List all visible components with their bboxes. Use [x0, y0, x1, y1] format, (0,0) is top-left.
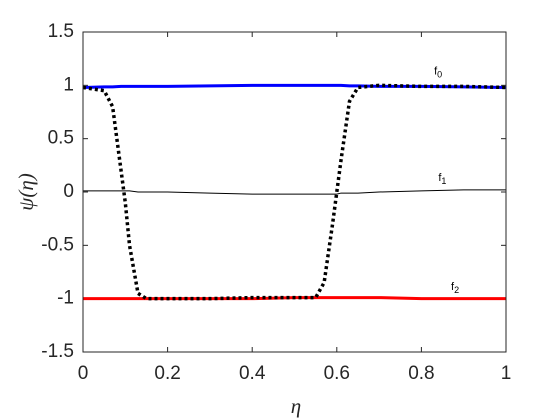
x-axis-label: η	[291, 394, 301, 418]
x-tick-label: 0.4	[239, 363, 266, 384]
y-tick-label: 1.5	[48, 21, 74, 42]
annotation: f0	[434, 65, 442, 79]
y-tick-label: 1	[63, 74, 74, 95]
annotation: f1	[438, 172, 446, 186]
x-tick-label: 1	[501, 363, 512, 384]
annotation-text: f	[451, 281, 455, 293]
annotation-subscript: 0	[437, 70, 442, 80]
y-tick-label: -0.5	[41, 234, 74, 255]
annotation: f2	[451, 281, 459, 295]
y-tick-label: 0	[63, 181, 74, 202]
y-tick-label: 0.5	[48, 128, 74, 149]
x-tick-label: 0.2	[154, 363, 180, 384]
annotation-text: f	[434, 65, 438, 77]
y-axis-label: ψ(η)	[14, 173, 38, 210]
x-tick-label: 0.8	[408, 363, 434, 384]
x-tick-label: 0	[78, 363, 89, 384]
annotation-text: f	[438, 172, 442, 184]
annotation-subscript: 2	[454, 285, 459, 295]
plot-frame	[82, 31, 507, 353]
series-line	[82, 83, 507, 301]
annotation-subscript: 1	[441, 177, 446, 187]
x-tick-label: 0.6	[324, 363, 350, 384]
y-tick-label: -1.5	[41, 341, 74, 362]
series-line	[83, 189, 506, 195]
y-tick-label: -1	[57, 288, 74, 309]
